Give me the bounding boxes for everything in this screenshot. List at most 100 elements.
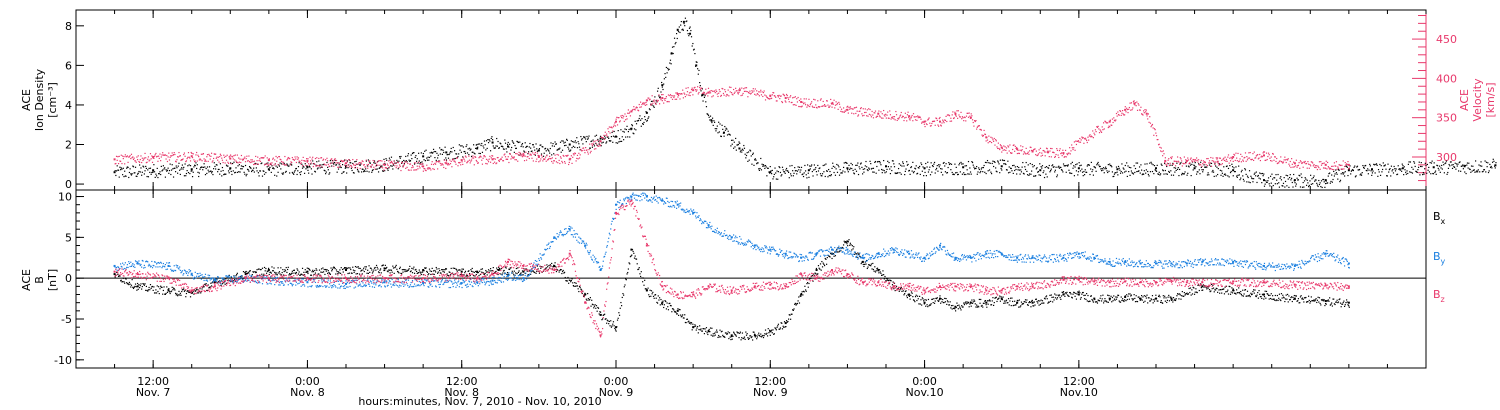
- ion-density-series-trace-dot: [229, 162, 232, 164]
- ion-density-series-trace-dot: [993, 160, 995, 163]
- ion-density-series-trace-dot: [354, 167, 357, 169]
- velocity-series-trace-dot: [767, 97, 769, 100]
- bx-series-trace-dot: [646, 289, 648, 291]
- ion-density-series-trace-dot: [1115, 172, 1117, 174]
- velocity-series-trace-dot: [801, 105, 803, 107]
- velocity-series-trace-dot: [286, 159, 288, 161]
- ion-density-series-trace-dot: [1187, 172, 1189, 174]
- ion-density-series-trace-dot: [1390, 175, 1392, 177]
- ion-density-series-trace-dot: [981, 166, 983, 169]
- bx-series-trace-dot: [575, 282, 577, 284]
- velocity-series-trace-dot: [577, 158, 579, 160]
- ion-density-series-trace-dot: [1244, 169, 1247, 171]
- bx-series-trace-dot: [238, 278, 240, 280]
- velocity-series-trace-dot: [730, 86, 732, 89]
- ion-density-series-trace-dot: [986, 161, 988, 164]
- velocity-series-trace-dot: [1341, 164, 1343, 166]
- velocity-series-trace-dot: [907, 111, 909, 113]
- ion-density-series-trace-dot: [433, 150, 435, 153]
- velocity-series-trace-dot: [623, 120, 625, 122]
- velocity-series-trace-dot: [766, 97, 769, 99]
- ion-density-series-trace-dot: [851, 167, 853, 170]
- velocity-series-trace-dot: [903, 119, 905, 122]
- velocity-series-trace-dot: [703, 92, 706, 94]
- ion-density-series-trace-dot: [268, 169, 270, 171]
- velocity-series-trace-dot: [447, 164, 449, 166]
- velocity-series-trace-dot: [1321, 162, 1323, 165]
- ion-density-series-trace-dot: [545, 150, 547, 152]
- ion-density-series-trace-dot: [773, 173, 775, 176]
- ion-density-series-trace-dot: [959, 162, 961, 164]
- velocity-series-trace-dot: [293, 159, 295, 161]
- ion-density-series-trace-dot: [431, 152, 433, 154]
- y-tick-label-bottom: 10: [58, 191, 72, 204]
- ion-density-series-trace-dot: [282, 172, 285, 174]
- ion-density-series-trace-dot: [563, 142, 565, 144]
- velocity-series-trace-dot: [949, 120, 951, 122]
- ion-density-series-trace-dot: [745, 154, 748, 157]
- bx-series-trace-dot: [126, 282, 128, 284]
- velocity-series-trace-dot: [151, 155, 153, 157]
- ion-density-series-trace-dot: [260, 162, 262, 165]
- velocity-series-trace-dot: [696, 89, 698, 91]
- bx-series-trace-dot: [412, 268, 414, 270]
- ion-density-series-trace-dot: [751, 163, 753, 165]
- velocity-series-trace-dot: [596, 139, 598, 142]
- velocity-series-trace-dot: [236, 161, 238, 163]
- ion-density-series-trace-dot: [720, 135, 722, 138]
- ion-density-series-trace-dot: [771, 169, 773, 172]
- velocity-series-trace-dot: [196, 151, 198, 154]
- velocity-series-trace-dot: [1014, 145, 1016, 147]
- bx-series-trace-dot: [447, 274, 449, 277]
- velocity-series-trace-dot: [582, 147, 585, 149]
- bx-series-point: [345, 269, 347, 272]
- ion-density-series-trace-dot: [1210, 165, 1212, 167]
- velocity-series-trace-dot: [1234, 159, 1236, 162]
- ion-density-series-trace-dot: [980, 168, 982, 170]
- ion-density-series-trace-dot: [492, 145, 494, 147]
- bx-series-trace-dot: [654, 294, 657, 296]
- bx-series-trace-dot: [222, 278, 224, 280]
- velocity-series-trace-dot: [362, 160, 364, 163]
- bx-series-trace-dot: [346, 267, 348, 269]
- velocity-series-trace-dot: [451, 166, 453, 168]
- velocity-series-trace-dot: [906, 120, 908, 122]
- ion-density-series-trace-dot: [258, 175, 260, 177]
- ion-density-series-trace-dot: [640, 119, 642, 121]
- velocity-series-trace-dot: [469, 162, 471, 164]
- velocity-series-trace-dot: [424, 169, 427, 171]
- velocity-series-trace-dot: [1254, 157, 1256, 159]
- ion-density-series-trace-dot: [752, 153, 754, 156]
- velocity-series-trace-dot: [240, 161, 242, 164]
- ion-density-series-trace-dot: [938, 164, 940, 166]
- velocity-series-trace-dot: [1065, 156, 1067, 158]
- velocity-series-trace-dot: [678, 93, 680, 95]
- bx-series-trace-dot: [359, 267, 361, 270]
- bx-series-trace-dot: [297, 273, 300, 275]
- ion-density-series-trace-dot: [350, 162, 352, 164]
- ion-density-series-trace-dot: [626, 125, 628, 127]
- velocity-series-trace-dot: [1090, 135, 1092, 137]
- ion-density-series-trace-dot: [251, 170, 253, 173]
- ion-density-series-trace-dot: [1327, 182, 1329, 184]
- ion-density-series-trace-dot: [231, 173, 233, 176]
- velocity-series-trace-dot: [297, 158, 299, 160]
- ion-density-series-trace-dot: [289, 172, 291, 174]
- ion-density-series-point: [476, 147, 479, 150]
- ion-density-series-trace-dot: [425, 149, 427, 151]
- velocity-series-trace-dot: [489, 155, 491, 157]
- ion-density-series-trace-dot: [1109, 163, 1111, 165]
- ion-density-series-trace-dot: [762, 165, 764, 167]
- bx-series-trace-dot: [169, 292, 171, 295]
- velocity-series-trace-dot: [671, 95, 673, 97]
- velocity-series-trace-dot: [446, 163, 448, 165]
- ion-density-series-trace-dot: [352, 172, 355, 174]
- ion-density-series-trace-dot: [1219, 163, 1221, 165]
- velocity-series-trace-dot: [556, 153, 558, 156]
- velocity-series-trace-dot: [1267, 155, 1269, 158]
- ion-density-series-trace-dot: [295, 167, 298, 170]
- velocity-series-trace-dot: [426, 168, 429, 170]
- bx-series-trace-dot: [301, 267, 304, 269]
- ion-density-series-trace-dot: [437, 154, 439, 156]
- velocity-series-trace-dot: [984, 133, 987, 136]
